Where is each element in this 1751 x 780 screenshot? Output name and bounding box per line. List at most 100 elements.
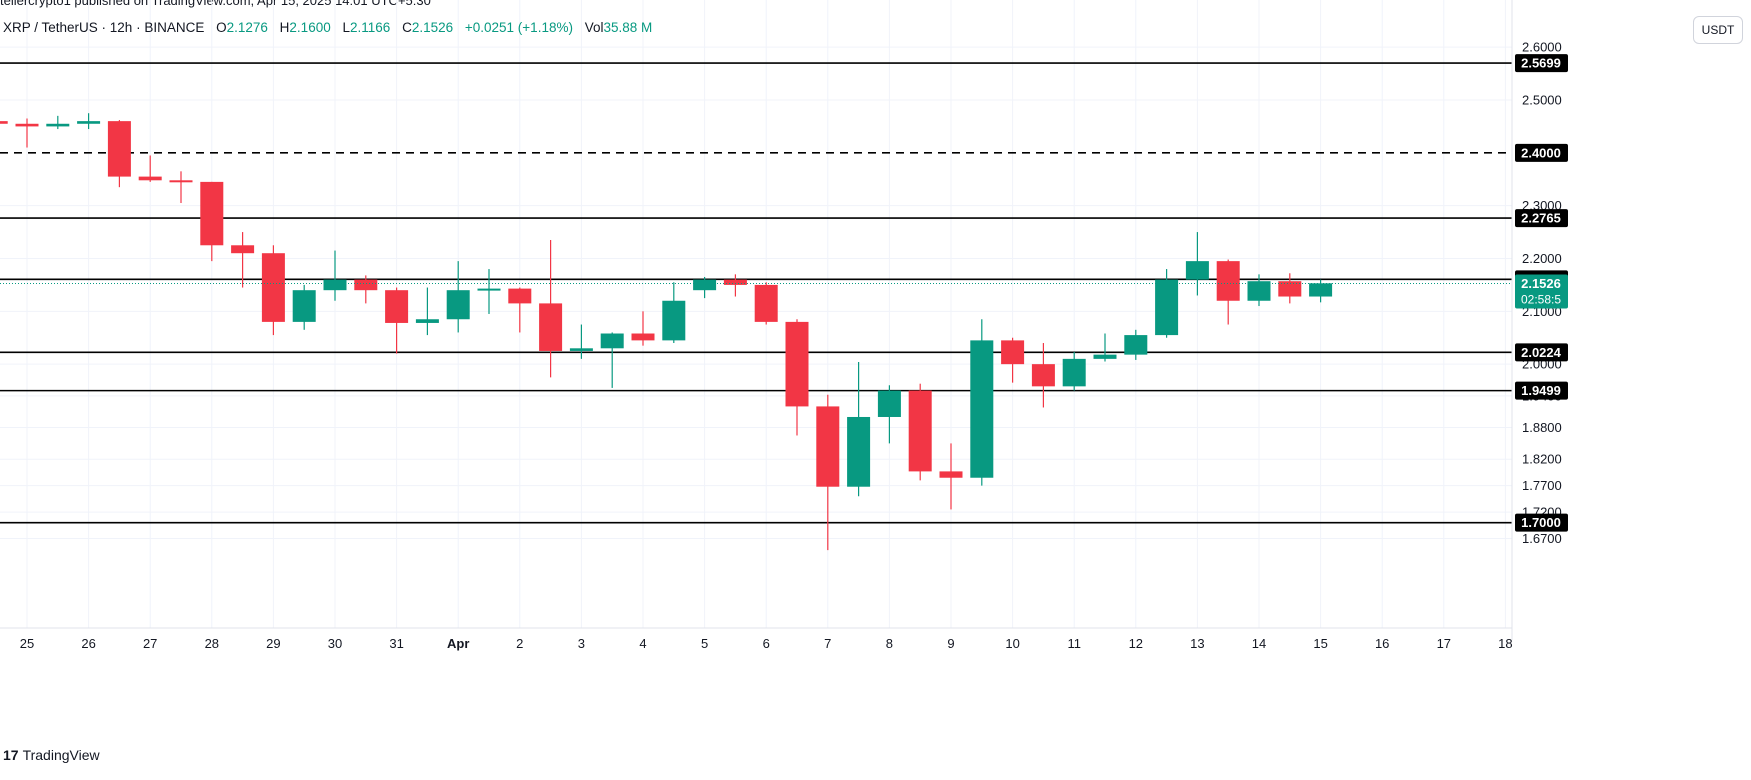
high-label: H xyxy=(279,20,290,35)
x-tick-label: 9 xyxy=(947,636,954,651)
candle-body xyxy=(0,121,8,124)
candle xyxy=(231,232,255,288)
open-value: 2.1276 xyxy=(226,20,268,35)
level-label-bg xyxy=(1515,209,1568,228)
currency-button[interactable]: USDT xyxy=(1693,16,1743,44)
candle-body xyxy=(785,321,809,407)
level-label-text: 2.0224 xyxy=(1521,345,1562,360)
candle xyxy=(107,120,131,188)
level-label-bg xyxy=(1515,343,1568,362)
x-tick-label: 5 xyxy=(701,636,708,651)
level-label: 2.2765 xyxy=(1515,209,1568,228)
candle xyxy=(1001,337,1025,383)
candle-body xyxy=(631,333,655,341)
x-tick-label: 15 xyxy=(1313,636,1327,651)
symbol-info[interactable]: XRP / TetherUS · 12h · BINANCE xyxy=(3,20,205,35)
level-label-text: 1.9499 xyxy=(1521,383,1561,398)
x-tick-label: 14 xyxy=(1252,636,1266,651)
published-line: tellercrypto1 published on TradingView.c… xyxy=(0,0,431,8)
high-value: 2.1600 xyxy=(289,20,331,35)
candle xyxy=(600,332,624,388)
candle-body xyxy=(415,319,439,323)
y-tick-label: 1.8800 xyxy=(1522,420,1562,435)
candle-body xyxy=(15,123,39,127)
candle-body xyxy=(1031,364,1055,387)
candle xyxy=(508,287,532,333)
x-tick-label: 27 xyxy=(143,636,157,651)
candle xyxy=(1247,274,1271,307)
tradingview-logo-icon: 17 xyxy=(3,747,19,763)
candle-body xyxy=(539,303,563,351)
brand-name: TradingView xyxy=(22,747,100,763)
y-axis: 2.60002.50002.30002.20002.10002.00001.94… xyxy=(1511,0,1751,780)
candle xyxy=(77,113,101,130)
candle-body xyxy=(662,300,686,341)
last-price-label: 2.1526 02:58:5 xyxy=(1515,274,1568,309)
x-tick-label: 7 xyxy=(824,636,831,651)
tradingview-brand[interactable]: 17 TradingView xyxy=(3,747,100,763)
candle xyxy=(1185,232,1209,296)
candle-body xyxy=(939,471,963,478)
candle xyxy=(631,311,655,346)
candle-body xyxy=(508,288,532,304)
chart-header: XRP / TetherUS · 12h · BINANCE O2.1276 H… xyxy=(3,20,652,35)
y-tick-label: 1.8200 xyxy=(1522,452,1562,467)
last-price-value: 2.1526 xyxy=(1521,276,1561,291)
x-tick-label: 17 xyxy=(1437,636,1451,651)
candle-body xyxy=(292,290,316,322)
level-label: 1.9499 xyxy=(1515,381,1568,400)
vol-value: 35.88 M xyxy=(603,20,653,35)
x-tick-label: 11 xyxy=(1067,636,1081,651)
candle-body xyxy=(723,279,747,285)
level-label-text: 2.2765 xyxy=(1521,211,1561,226)
x-tick-label: 13 xyxy=(1190,636,1204,651)
level-label-bg xyxy=(1515,513,1568,532)
candle xyxy=(785,319,809,436)
candle-body xyxy=(847,416,871,487)
candle xyxy=(877,385,901,444)
x-tick-label: 3 xyxy=(578,636,585,651)
y-tick-label: 1.6700 xyxy=(1522,531,1562,546)
candle-body xyxy=(754,284,778,322)
candle xyxy=(1093,333,1117,362)
candle-body xyxy=(169,180,193,183)
candle xyxy=(1124,329,1148,360)
x-tick-label: 10 xyxy=(1005,636,1019,651)
level-label-bg xyxy=(1515,54,1568,73)
candle-body xyxy=(323,279,347,291)
candle xyxy=(15,118,39,148)
candle xyxy=(970,319,994,486)
candle-body xyxy=(46,123,70,127)
change-value: +0.0251 (+1.18%) xyxy=(464,20,573,35)
candle xyxy=(1031,343,1055,408)
x-tick-label: 4 xyxy=(639,636,646,651)
candle-body xyxy=(600,333,624,349)
close-label: C xyxy=(402,20,412,35)
candle-body xyxy=(569,348,593,351)
candle xyxy=(46,115,70,130)
x-tick-label: Apr xyxy=(447,636,469,651)
vol-label: Vol xyxy=(584,20,604,35)
level-label: 2.4000 xyxy=(1515,143,1568,162)
candle xyxy=(323,250,347,301)
low-value: 2.1166 xyxy=(350,20,391,35)
x-tick-label: 30 xyxy=(328,636,342,651)
candle xyxy=(816,394,840,551)
level-label-bg xyxy=(1515,143,1568,162)
x-tick-label: 16 xyxy=(1375,636,1389,651)
candle xyxy=(939,443,963,510)
candle xyxy=(385,287,409,354)
candle-body xyxy=(1185,261,1209,280)
candle-body xyxy=(1216,261,1240,301)
candle xyxy=(261,245,285,336)
candle-body xyxy=(970,340,994,478)
candle-body xyxy=(1155,279,1179,336)
candles xyxy=(0,113,1333,551)
level-label-text: 2.5699 xyxy=(1521,56,1561,71)
candle xyxy=(0,121,8,124)
candle xyxy=(1309,279,1333,303)
candle xyxy=(354,275,378,304)
candle xyxy=(138,155,162,182)
candle-body xyxy=(1001,340,1025,365)
